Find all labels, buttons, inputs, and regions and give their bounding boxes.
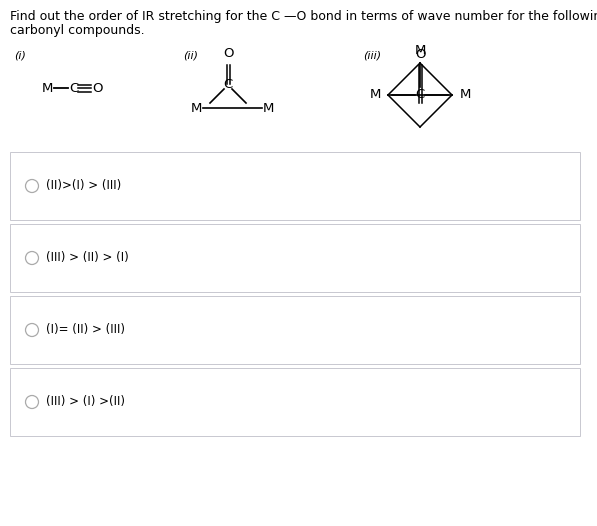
Text: carbonyl compounds.: carbonyl compounds.: [10, 24, 144, 37]
Text: M: M: [414, 44, 426, 56]
Text: C: C: [223, 77, 233, 90]
Text: M: M: [263, 102, 275, 115]
Text: (III) > (I) >(II): (III) > (I) >(II): [46, 396, 125, 409]
Text: (iii): (iii): [363, 50, 381, 60]
Text: (II)>(I) > (III): (II)>(I) > (III): [46, 179, 121, 193]
FancyBboxPatch shape: [10, 152, 580, 220]
FancyBboxPatch shape: [10, 368, 580, 436]
Text: (i): (i): [14, 50, 26, 60]
Text: (ii): (ii): [183, 50, 198, 60]
Text: O: O: [415, 48, 425, 61]
Text: O: O: [223, 47, 233, 60]
Text: Find out the order of IR stretching for the C —O bond in terms of wave number fo: Find out the order of IR stretching for …: [10, 10, 597, 23]
Text: M: M: [459, 88, 470, 102]
FancyBboxPatch shape: [10, 224, 580, 292]
Text: (III) > (II) > (I): (III) > (II) > (I): [46, 251, 129, 265]
FancyBboxPatch shape: [10, 296, 580, 364]
Text: M: M: [370, 88, 381, 102]
Text: M: M: [190, 102, 202, 115]
Text: C: C: [69, 82, 78, 95]
Text: (I)= (II) > (III): (I)= (II) > (III): [46, 323, 125, 337]
Text: C: C: [416, 88, 424, 102]
Text: M: M: [42, 82, 53, 95]
Text: O: O: [92, 82, 103, 95]
